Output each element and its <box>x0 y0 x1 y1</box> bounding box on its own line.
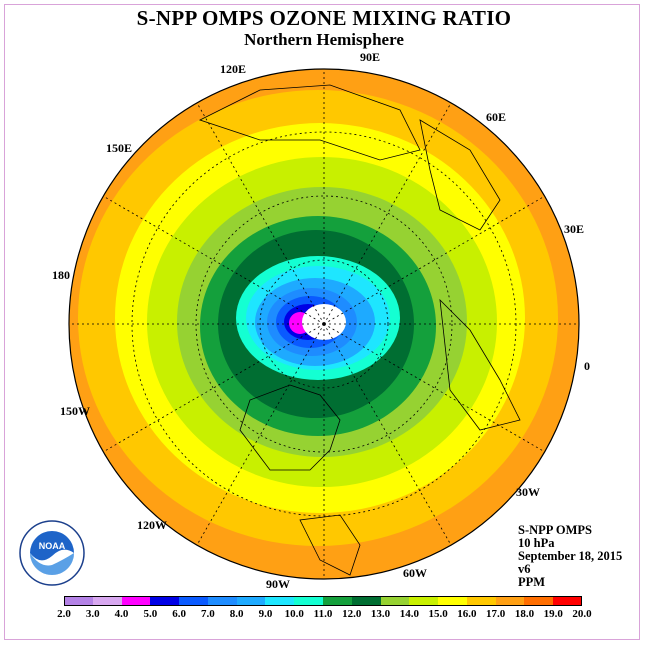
colorbar-swatch <box>92 596 123 606</box>
svg-text:NOAA: NOAA <box>39 541 66 551</box>
lon-label-120w: 120W <box>137 518 167 532</box>
colorbar-tick-label: 16.0 <box>457 608 477 620</box>
noaa-logo: NOAA <box>19 520 85 586</box>
lon-label-180: 180 <box>52 268 70 282</box>
colorbar-tick-label: 14.0 <box>399 608 419 620</box>
colorbar-swatch <box>64 596 94 606</box>
colorbar-tick-label: 11.0 <box>313 608 333 620</box>
lon-label-60e: 60E <box>486 110 507 124</box>
info-level: 10 hPa <box>518 536 555 550</box>
colorbar-tick-label: 3.0 <box>85 608 100 620</box>
colorbar-tick-label: 7.0 <box>201 608 215 620</box>
colorbar-swatch <box>294 596 324 606</box>
colorbar-swatch <box>236 596 266 606</box>
colorbar-tick-label: 5.0 <box>143 608 158 620</box>
colorbar-tick-label: 18.0 <box>514 608 535 620</box>
lon-label-30w: 30W <box>516 485 540 499</box>
graticule <box>69 69 579 579</box>
colorbar-tick-label: 4.0 <box>114 608 129 620</box>
colorbar-tick-label: 13.0 <box>370 608 391 620</box>
info-units: PPM <box>518 575 546 589</box>
info-version: v6 <box>518 562 531 576</box>
colorbar-swatch <box>323 596 353 606</box>
colorbar-tick-label: 6.0 <box>172 608 186 620</box>
map-border <box>68 68 580 580</box>
colorbar-tick-label: 17.0 <box>486 608 506 620</box>
lon-label-0: 0 <box>584 359 590 373</box>
map-frame <box>4 4 640 640</box>
info-date: September 18, 2015 <box>518 549 623 563</box>
colorbar-tick-label: 9.0 <box>258 608 273 620</box>
lon-label-120e: 120E <box>220 62 247 76</box>
map-title: S-NPP OMPS OZONE MIXING RATIO <box>136 6 512 30</box>
colorbar-swatch <box>495 596 525 606</box>
colorbar-tick-label: 12.0 <box>342 608 362 620</box>
colorbar-swatch <box>265 596 295 606</box>
colorbar-swatch <box>207 596 238 606</box>
colorbar-tick-label: 10.0 <box>284 608 304 620</box>
lon-label-90w: 90W <box>266 577 290 591</box>
lon-label-150e: 150E <box>106 141 133 155</box>
colorbar-tick-label: 20.0 <box>572 608 592 620</box>
colorbar-swatch <box>553 596 583 606</box>
colorbar-border <box>64 596 582 606</box>
colorbar-swatch <box>351 596 382 606</box>
colorbar-swatch <box>524 596 554 606</box>
colorbar-tick-label: 8.0 <box>229 608 244 620</box>
colorbar-swatch <box>466 596 497 606</box>
info-block: S-NPP OMPS 10 hPa September 18, 2015 v6 … <box>518 524 622 589</box>
info-instrument: S-NPP OMPS <box>518 523 592 537</box>
colorbar-swatch <box>438 596 468 606</box>
colorbar-tick-label: 15.0 <box>428 608 448 620</box>
colorbar-swatch <box>179 596 209 606</box>
colorbar-tick-label: 2.0 <box>57 608 71 620</box>
map-subtitle: Northern Hemisphere <box>244 30 404 49</box>
lon-label-60w: 60W <box>403 566 427 580</box>
colorbar-swatch <box>380 596 410 606</box>
lon-label-30e: 30E <box>564 222 585 236</box>
lon-label-90e: 90E <box>360 50 381 64</box>
colorbar-swatch <box>121 596 151 606</box>
lon-label-150w: 150W <box>60 404 90 418</box>
colorbar-swatch <box>150 596 180 606</box>
colorbar-tick-label: 19.0 <box>543 608 563 620</box>
colorbar-swatch <box>409 596 439 606</box>
